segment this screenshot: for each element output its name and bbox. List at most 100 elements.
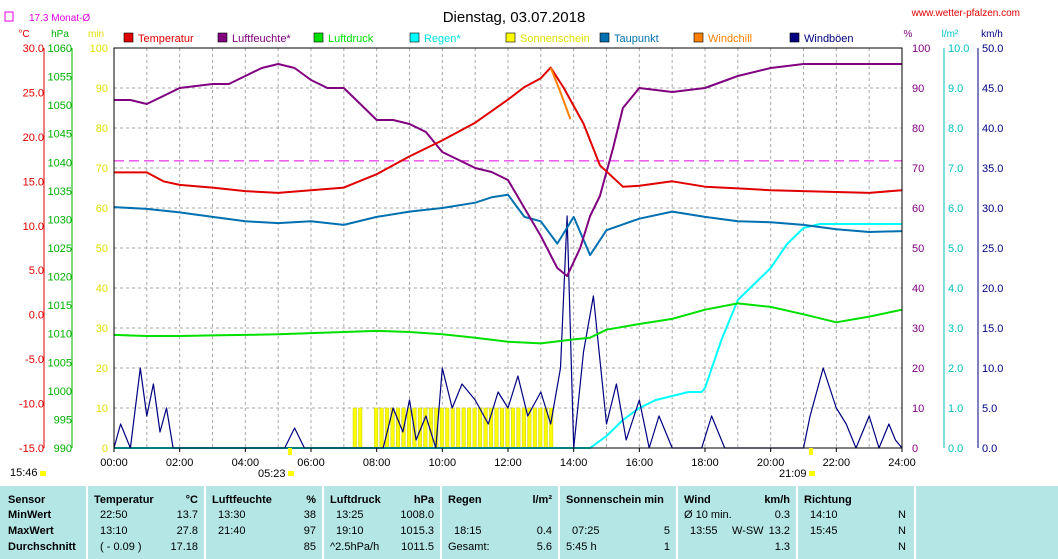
sunshine-bar xyxy=(516,407,521,449)
sunset-label: 21:09 xyxy=(779,468,807,480)
sunshine-bar xyxy=(478,407,483,449)
sunshine-bar xyxy=(439,407,444,449)
legend-item: Taupunkt xyxy=(599,32,659,45)
humidity-tick-label: 80 xyxy=(912,123,924,135)
series-regen xyxy=(114,223,902,449)
cell-richt-val: N xyxy=(898,509,906,521)
header-sonnenschein: Sonnenschein min xyxy=(566,494,664,506)
legend-swatch xyxy=(789,32,800,43)
sunshine-bar xyxy=(461,407,466,449)
x-tick-label: 22:00 xyxy=(823,457,851,469)
sunshine-bar xyxy=(456,407,461,449)
cell-wind-time: Ø 10 min. xyxy=(684,509,732,521)
legend-item: Windchill xyxy=(693,32,752,45)
sun_min-tick-label: 10 xyxy=(96,403,108,415)
sunshine-bar xyxy=(445,407,450,449)
sunshine-bar xyxy=(374,407,379,449)
sunshine-bar xyxy=(358,407,363,449)
sun_min-tick-label: 20 xyxy=(96,363,108,375)
cell-temp-time: 13:10 xyxy=(100,525,128,537)
rain-tick-label: 5.0 xyxy=(948,243,963,255)
cell-press-time: ^2.5hPa/h xyxy=(330,541,380,553)
cell-rain-val: 5.6 xyxy=(536,541,552,553)
cell-hum-val: 85 xyxy=(303,541,316,553)
cell-wind-val: 0.3 xyxy=(774,509,790,521)
pressure-tick-label: 1010 xyxy=(48,329,72,341)
x-tick-label: 06:00 xyxy=(297,457,325,469)
header-wind: Wind xyxy=(684,494,711,506)
cell-richt-val: N xyxy=(898,525,906,537)
cell-richt-val: N xyxy=(898,541,906,553)
sun_min-tick-label: 80 xyxy=(96,123,108,135)
cell-hum-val: 38 xyxy=(303,509,316,521)
legend-label: Luftdruck xyxy=(328,33,374,45)
header-regen: Regen xyxy=(448,494,482,506)
header-hum-unit: % xyxy=(306,494,316,506)
cell-wind-val: 13.2 xyxy=(768,525,790,537)
pressure-tick-label: 1015 xyxy=(48,300,72,312)
humidity-tick-label: 70 xyxy=(912,163,924,175)
cell-richt-time: 15:45 xyxy=(810,525,838,537)
cell-press-val: 1008.0 xyxy=(400,509,434,521)
pressure-tick-label: 1020 xyxy=(48,272,72,284)
temp-tick-label: 5.0 xyxy=(29,265,44,277)
rain-tick-label: 3.0 xyxy=(948,323,963,335)
header-temp-unit: °C xyxy=(185,494,198,506)
legend-label: Luftfeuchte* xyxy=(232,33,291,45)
header-luftdruck: Luftdruck xyxy=(330,494,381,506)
legend-item: Luftfeuchte* xyxy=(217,32,291,45)
row-label: Durchschnitt xyxy=(8,541,76,553)
sun_min-tick-label: 90 xyxy=(96,83,108,95)
cell-temp-val: 17.18 xyxy=(170,541,198,553)
x-tick-label: 12:00 xyxy=(494,457,522,469)
sunshine-bar xyxy=(521,407,526,449)
rain-unit-label: l/m² xyxy=(942,29,959,40)
website-link[interactable]: www.wetter-pfalzen.com xyxy=(911,8,1020,19)
humidity-tick-label: 90 xyxy=(912,83,924,95)
cell-hum-val: 97 xyxy=(303,525,316,537)
wind-tick-label: 35.0 xyxy=(982,163,1003,175)
header-wind-unit: km/h xyxy=(764,494,790,506)
sunshine-bar xyxy=(396,407,400,449)
header-luftfeuchte: Luftfeuchte xyxy=(212,494,272,506)
header-press-unit: hPa xyxy=(413,494,434,506)
humidity-tick-label: 100 xyxy=(912,43,930,55)
pressure-tick-label: 1030 xyxy=(48,214,72,226)
wind-tick-label: 15.0 xyxy=(982,323,1003,335)
x-tick-label: 20:00 xyxy=(757,457,785,469)
left-time-label: 15:46 xyxy=(10,467,38,479)
monthly-average-label: 17.3 Monat-Ø xyxy=(29,13,90,24)
chart-title: Dienstag, 03.07.2018 xyxy=(443,9,586,26)
temp-unit-label: °C xyxy=(18,29,29,40)
humidity-tick-label: 10 xyxy=(912,403,924,415)
legend-item: Temperatur xyxy=(123,32,194,45)
cell-temp-time: ( - 0.09 ) xyxy=(100,541,142,553)
pressure-tick-label: 995 xyxy=(54,414,72,426)
humidity-tick-label: 20 xyxy=(912,363,924,375)
wind-tick-label: 45.0 xyxy=(982,83,1003,95)
pressure-tick-label: 990 xyxy=(54,443,72,455)
row-label: MaxWert xyxy=(8,525,54,537)
sunshine-bar xyxy=(532,407,537,449)
header-richtung: Richtung xyxy=(804,494,852,506)
pressure-unit-label: hPa xyxy=(51,29,69,40)
sunshine-bar xyxy=(423,407,428,449)
sunshine-bar xyxy=(379,407,384,449)
legend: Temperatur Luftfeuchte* Luftdruck Regen* Son… xyxy=(123,32,854,45)
cell-wind-val: 1.3 xyxy=(774,541,790,553)
legend-swatch xyxy=(313,32,324,43)
cell-press-val: 1011.5 xyxy=(401,541,434,553)
legend-label: Sonnenschein xyxy=(520,33,590,45)
cell-sun-time: 07:25 xyxy=(572,525,600,537)
x-tick-label: 16:00 xyxy=(626,457,654,469)
rain-tick-label: 10.0 xyxy=(948,43,969,55)
cell-temp-time: 22:50 xyxy=(100,509,128,521)
cell-wind-time: 13:55 xyxy=(690,525,718,537)
legend-label: Taupunkt xyxy=(614,33,659,45)
sunshine-bars xyxy=(352,407,554,449)
temp-tick-label: 20.0 xyxy=(23,132,44,144)
rain-tick-label: 7.0 xyxy=(948,163,963,175)
legend-swatch xyxy=(123,32,134,43)
sunshine-bar xyxy=(352,407,357,449)
pressure-tick-label: 1055 xyxy=(48,72,72,84)
